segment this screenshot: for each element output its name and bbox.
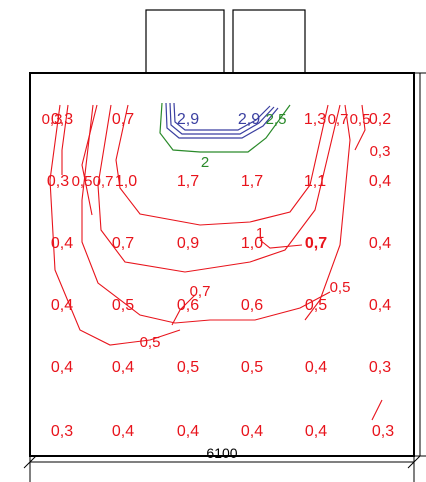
grid-value: 0,3 <box>47 173 69 190</box>
grid-values: 0,3 0,7 2,9 2,9 1,3 0,2 0,3 1,0 1,7 1,7 … <box>47 111 394 440</box>
grid-value: 0,9 <box>177 235 199 252</box>
contour-label: 0,3 <box>370 143 391 160</box>
grid-value: 1,0 <box>115 173 137 190</box>
grid-value: 0,4 <box>112 423 134 440</box>
grid-value: 0,6 <box>241 297 263 314</box>
grid-value: 1,7 <box>241 173 263 190</box>
grid-value: 0,4 <box>51 359 73 376</box>
contour-label: 0,7 <box>93 173 114 190</box>
contour-red <box>49 104 383 421</box>
room-outline <box>29 72 415 457</box>
contour-label-green: 2 <box>201 154 209 171</box>
grid-value: 0,7 <box>112 111 134 128</box>
grid-value: 0,4 <box>177 423 199 440</box>
grid-value: 0,3 <box>372 423 394 440</box>
grid-value-blue: 2,9 <box>177 111 199 128</box>
grid-value: 0,3 <box>369 359 391 376</box>
contour-label: 0,7 <box>328 111 349 128</box>
grid-value: 0,5 <box>112 297 134 314</box>
grid-value: 0,4 <box>51 235 73 252</box>
contour-green <box>159 102 291 153</box>
grid-value-blue: 2,9 <box>238 111 260 128</box>
grid-value: 0,4 <box>369 235 391 252</box>
grid-value: 1,1 <box>304 173 326 190</box>
grid-value: 0,3 <box>51 111 73 128</box>
contour-blue <box>165 102 279 139</box>
dimension-width <box>23 455 421 482</box>
dimension-height <box>414 72 426 457</box>
grid-value: 0,7 <box>112 235 134 252</box>
grid-value: 1,0 <box>241 235 263 252</box>
grid-value: 0,5 <box>241 359 263 376</box>
contour-label: 0,5 <box>330 279 351 296</box>
grid-value: 0,5 <box>305 297 327 314</box>
grid-value: 0,4 <box>369 173 391 190</box>
contour-label-green: 2,5 <box>266 111 287 128</box>
window-left <box>145 9 225 74</box>
grid-value: 0,4 <box>369 297 391 314</box>
grid-value: 0,6 <box>177 297 199 314</box>
contour-label: 1 <box>256 225 264 242</box>
grid-value: 0,3 <box>51 423 73 440</box>
grid-value: 1,3 <box>304 111 326 128</box>
window-right <box>232 9 306 74</box>
contour-label: 0,5 <box>350 111 371 128</box>
grid-value: 0,4 <box>305 359 327 376</box>
grid-value: 0,5 <box>177 359 199 376</box>
grid-value: 0,4 <box>51 297 73 314</box>
contour-labels: 0,3 0,5 0,7 1 0,7 0,5 0,5 0,7 0,5 0,3 2 … <box>42 111 391 351</box>
grid-value: 0,4 <box>241 423 263 440</box>
contour-label: 0,5 <box>72 173 93 190</box>
contour-label: 0,3 <box>42 111 63 128</box>
grid-value: 1,7 <box>177 173 199 190</box>
grid-value: 0,4 <box>112 359 134 376</box>
contour-label: 0,5 <box>140 334 161 351</box>
grid-value: 0,4 <box>305 423 327 440</box>
contour-label: 0,7 <box>190 283 211 300</box>
grid-value: 0,7 <box>305 235 327 252</box>
grid-value: 0,2 <box>369 111 391 128</box>
dimension-width-label: 6100 <box>206 445 237 461</box>
